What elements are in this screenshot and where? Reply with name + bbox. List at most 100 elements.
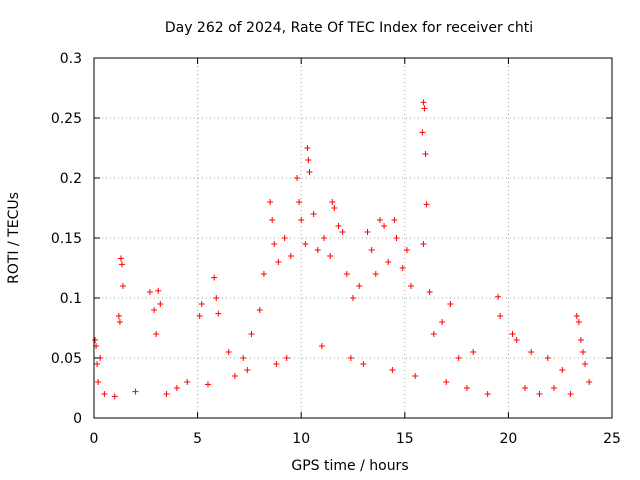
data-point [393, 235, 400, 241]
data-point [376, 217, 383, 223]
data-point [157, 301, 164, 307]
data-point [320, 235, 327, 241]
data-point [577, 337, 584, 343]
data-point [420, 241, 427, 247]
data-point [92, 337, 99, 343]
data-point [115, 313, 122, 319]
data-point [443, 379, 450, 385]
data-point [211, 274, 218, 281]
data-point [550, 385, 557, 391]
data-point [260, 271, 267, 277]
data-point [173, 385, 180, 391]
data-point [225, 349, 232, 355]
data-point [318, 343, 325, 349]
data-point [509, 331, 516, 337]
data-point [426, 289, 433, 295]
data-point [447, 301, 454, 307]
plot-frame [93, 57, 613, 419]
data-point [294, 175, 301, 181]
data-point [497, 313, 504, 319]
data-point [364, 229, 371, 235]
data-point [118, 261, 125, 268]
data-point [304, 145, 311, 151]
x-tick-label: 5 [193, 431, 202, 447]
data-point [111, 393, 118, 400]
data-point [347, 355, 354, 361]
data-point [244, 367, 251, 373]
data-point [420, 99, 427, 106]
data-point [528, 349, 535, 355]
data-point [422, 151, 429, 157]
data-point [215, 310, 222, 317]
data-point [117, 255, 124, 262]
data-point [381, 223, 388, 229]
data-point [582, 361, 589, 367]
data-point [101, 391, 108, 397]
data-point [153, 331, 160, 337]
data-point [412, 373, 419, 379]
data-point [495, 293, 502, 300]
data-point [184, 379, 191, 385]
data-point [287, 253, 294, 259]
data-point [314, 247, 321, 253]
x-tick-label: 25 [603, 431, 621, 447]
data-point [484, 391, 491, 397]
data-point [132, 388, 139, 395]
data-point [439, 319, 446, 325]
data-point [385, 259, 392, 265]
x-tick-label: 0 [90, 431, 99, 447]
x-tick-label: 15 [396, 431, 414, 447]
data-point [544, 355, 551, 361]
x-axis-label: GPS time / hours [291, 458, 408, 474]
data-point [213, 295, 220, 301]
data-point [151, 307, 158, 313]
data-marks [92, 99, 593, 400]
data-point [368, 247, 375, 253]
data-point [329, 199, 336, 205]
data-point [327, 253, 334, 259]
data-point [559, 367, 566, 373]
data-point [521, 385, 528, 391]
data-point [196, 313, 203, 319]
data-point [302, 241, 309, 247]
y-tick-label: 0.2 [60, 171, 82, 187]
data-point [421, 105, 428, 112]
data-point [408, 283, 415, 289]
data-point [567, 391, 574, 397]
y-axis-label: ROTI / TECUs [6, 192, 22, 284]
data-point [204, 381, 211, 388]
data-point [430, 331, 437, 337]
data-point [536, 391, 543, 397]
data-point [283, 355, 290, 361]
data-point [120, 283, 127, 289]
data-point [586, 379, 593, 385]
data-point [198, 301, 205, 307]
data-point [356, 283, 363, 289]
data-point [273, 361, 280, 367]
x-axis-ticks: 0 5 10 15 20 25 [90, 58, 621, 447]
y-axis-ticks: 0 0.05 0.1 0.15 0.2 0.25 0.3 [51, 51, 612, 427]
data-point [271, 241, 278, 247]
data-point [146, 289, 153, 295]
data-point [116, 319, 123, 325]
data-point [267, 199, 274, 205]
data-point [470, 349, 477, 355]
data-point [275, 259, 282, 265]
data-point [389, 367, 396, 373]
data-point [95, 379, 102, 385]
grid [94, 58, 612, 418]
data-point [339, 229, 346, 235]
y-tick-label: 0.3 [60, 51, 82, 67]
y-tick-label: 0.25 [51, 111, 82, 127]
data-point [391, 217, 398, 223]
y-tick-label: 0.05 [51, 351, 82, 367]
y-tick-label: 0 [73, 411, 82, 427]
data-point [513, 337, 520, 343]
data-point [335, 223, 342, 229]
y-tick-label: 0.1 [60, 291, 82, 307]
data-point [403, 247, 410, 253]
data-point [305, 157, 312, 163]
data-point [455, 355, 462, 361]
data-point [240, 355, 247, 361]
data-point [419, 129, 426, 136]
